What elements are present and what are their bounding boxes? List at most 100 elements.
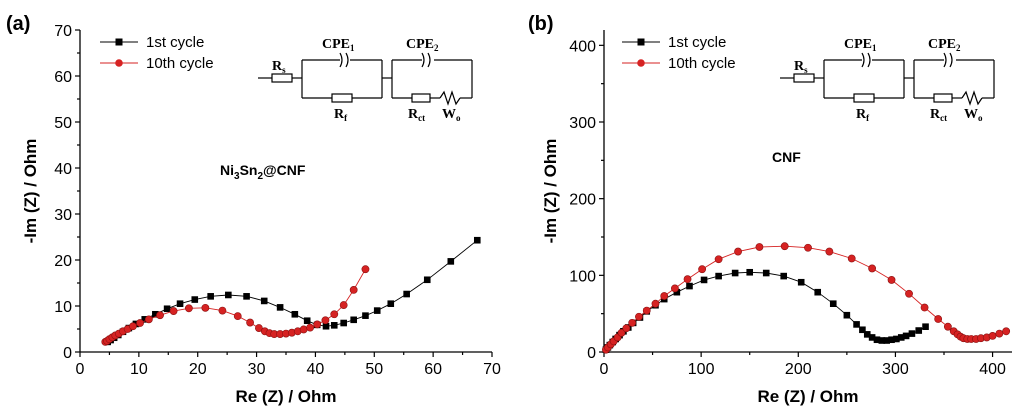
data-point — [780, 272, 788, 280]
legend-marker — [115, 59, 123, 67]
data-point — [622, 324, 631, 333]
x-tick-label: 20 — [189, 361, 207, 378]
data-point — [814, 288, 822, 296]
cpe2-symbol — [421, 52, 431, 68]
data-point — [291, 310, 299, 318]
data-point — [746, 268, 754, 276]
y-tick-label: 20 — [54, 253, 72, 270]
data-point — [306, 323, 315, 332]
warburg-element — [439, 90, 461, 106]
data-point — [423, 276, 431, 284]
panel-label: (b) — [528, 13, 554, 35]
cpe1-symbol — [339, 52, 349, 68]
data-point — [350, 316, 357, 324]
data-point — [883, 337, 890, 344]
data-point — [843, 311, 851, 319]
data-point — [873, 336, 881, 344]
x-tick-label: 70 — [483, 361, 501, 378]
cpe2-symbol — [943, 52, 953, 68]
chart-panel-a: 0 10 20 30 40 50 60 70 0 10 20 30 40 50 60 70 Re (Z) / O… — [6, 13, 501, 406]
x-axis-label: Re (Z) / Ohm — [757, 387, 858, 406]
chart-panel-b: 0 100 200 300 400 0 100 200 300 400 Re (Z) / Ohm -I… — [528, 13, 1012, 406]
data-point — [373, 307, 381, 314]
resistor-rs — [793, 73, 815, 83]
data-point — [447, 258, 455, 265]
panel-label: (a) — [6, 13, 30, 35]
x-tick-label: 0 — [600, 361, 609, 378]
label-rct: Rct — [408, 107, 425, 123]
y-tick-label: 300 — [569, 115, 596, 132]
label-cpe1: CPE1 — [322, 37, 355, 53]
data-point — [888, 336, 895, 344]
x-tick-label: 50 — [365, 361, 383, 378]
data-point — [322, 322, 330, 330]
x-tick-label: 300 — [882, 361, 909, 378]
legend-label: 1st cycle — [668, 34, 726, 51]
data-point — [804, 243, 812, 252]
label-wo: Wo — [964, 107, 983, 123]
y-tick-label: 0 — [587, 345, 596, 362]
data-point — [201, 303, 210, 312]
label-rf: Rf — [856, 107, 870, 123]
legend-label: 10th cycle — [146, 55, 214, 72]
data-point — [859, 326, 866, 334]
data-point — [260, 297, 268, 305]
y-tick-label: 40 — [54, 161, 72, 178]
data-point — [144, 315, 153, 324]
data-point — [184, 304, 193, 313]
data-point — [169, 307, 178, 315]
label-rs: Rs — [794, 59, 808, 75]
data-point — [915, 327, 923, 334]
data-point — [349, 285, 358, 294]
data-point — [207, 293, 214, 300]
data-point — [683, 275, 692, 284]
sample-annotation: CNF — [772, 149, 801, 165]
data-point — [403, 290, 410, 298]
data-point — [698, 265, 707, 274]
x-tick-label: 400 — [979, 361, 1006, 378]
data-point — [714, 255, 723, 264]
y-tick-label: 60 — [54, 69, 72, 86]
series-line — [107, 239, 478, 343]
y-tick-label: 10 — [54, 299, 72, 316]
y-tick-label: 0 — [63, 345, 72, 362]
resistor-rct — [933, 93, 953, 103]
data-point — [847, 254, 856, 263]
series-cycle-10 — [101, 265, 370, 346]
y-tick-label: 30 — [54, 207, 72, 224]
data-point — [908, 330, 916, 337]
data-point — [762, 269, 770, 277]
data-point — [176, 300, 184, 307]
data-point — [651, 299, 660, 308]
data-point — [902, 332, 910, 340]
data-point — [1002, 327, 1011, 336]
data-point — [191, 296, 199, 303]
data-point — [243, 293, 250, 300]
data-point — [303, 317, 311, 325]
legend-marker — [637, 38, 645, 46]
x-tick-label: 30 — [248, 361, 266, 378]
y-axis-label: -Im (Z) / Ohm — [541, 139, 560, 244]
data-point — [905, 289, 913, 298]
y-tick-label: 200 — [569, 192, 596, 209]
data-point — [163, 305, 171, 313]
data-point — [700, 276, 708, 284]
data-point — [755, 243, 764, 251]
data-point — [628, 318, 637, 327]
data-point — [995, 329, 1004, 338]
data-point — [339, 301, 348, 309]
y-tick-label: 100 — [569, 268, 596, 285]
x-axis-label: Re (Z) / Ohm — [235, 387, 336, 406]
data-point — [473, 236, 481, 244]
label-wo: Wo — [442, 107, 461, 123]
data-point — [361, 265, 370, 274]
warburg-element — [961, 90, 983, 106]
data-point — [922, 323, 929, 330]
sample-annotation: Ni3Sn2@CNF — [220, 162, 306, 182]
data-point — [136, 319, 144, 327]
legend-label: 10th cycle — [668, 55, 736, 72]
data-point — [878, 337, 886, 344]
data-point — [943, 322, 952, 331]
data-point — [825, 247, 834, 256]
